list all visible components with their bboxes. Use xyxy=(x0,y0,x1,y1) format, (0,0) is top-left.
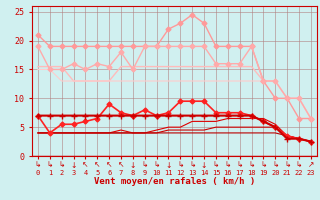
Text: ↳: ↳ xyxy=(141,161,148,170)
Text: ↳: ↳ xyxy=(35,161,41,170)
Text: ↳: ↳ xyxy=(225,161,231,170)
Text: ↳: ↳ xyxy=(189,161,196,170)
Text: ↗: ↗ xyxy=(308,161,314,170)
Text: ↳: ↳ xyxy=(284,161,290,170)
Text: ↓: ↓ xyxy=(130,161,136,170)
Text: ↳: ↳ xyxy=(47,161,53,170)
Text: ↳: ↳ xyxy=(213,161,219,170)
Text: ↓: ↓ xyxy=(165,161,172,170)
Text: ↖: ↖ xyxy=(94,161,100,170)
Text: ↳: ↳ xyxy=(248,161,255,170)
Text: ↳: ↳ xyxy=(260,161,267,170)
Text: ↖: ↖ xyxy=(82,161,89,170)
Text: ↳: ↳ xyxy=(236,161,243,170)
Text: ↳: ↳ xyxy=(296,161,302,170)
Text: ↖: ↖ xyxy=(106,161,112,170)
Text: ↓: ↓ xyxy=(201,161,207,170)
Text: ↖: ↖ xyxy=(118,161,124,170)
Text: ↳: ↳ xyxy=(153,161,160,170)
Text: ↳: ↳ xyxy=(272,161,278,170)
Text: ↳: ↳ xyxy=(177,161,184,170)
Text: ↓: ↓ xyxy=(70,161,77,170)
Text: ↳: ↳ xyxy=(59,161,65,170)
X-axis label: Vent moyen/en rafales ( km/h ): Vent moyen/en rafales ( km/h ) xyxy=(94,177,255,186)
